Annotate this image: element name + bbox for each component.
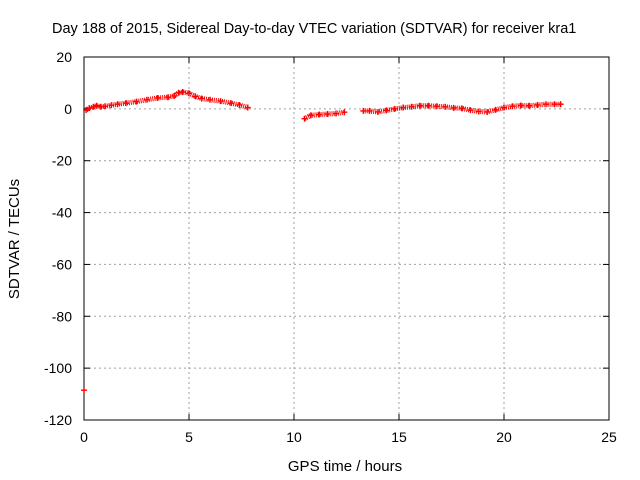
data-point (417, 102, 423, 109)
data-band (84, 89, 249, 113)
x-tick-label: 15 (391, 429, 407, 445)
y-tick-label: 20 (56, 49, 72, 65)
y-tick-label: -100 (44, 360, 72, 376)
x-tick-label: 20 (496, 429, 512, 445)
y-tick-label: -80 (52, 308, 72, 324)
plot-border (83, 56, 610, 421)
x-tick-label: 25 (601, 429, 617, 445)
x-tick-label: 5 (185, 429, 193, 445)
data-point (123, 100, 129, 107)
data-point (228, 100, 234, 107)
data-point (81, 387, 87, 394)
y-tick-label: -40 (52, 205, 72, 221)
y-tick-label: -120 (44, 412, 72, 428)
y-tick-label: -60 (52, 256, 72, 272)
data-point (459, 105, 465, 112)
data-point (557, 101, 564, 108)
data-point (425, 102, 432, 109)
y-tick-label: -20 (52, 153, 72, 169)
series-points (81, 89, 564, 394)
axis-ticks: 0 5 10 15 20 25 -120 -100 -80 -60 -40 -20 0 20 (44, 49, 617, 445)
x-axis-label: GPS time / hours (288, 458, 402, 475)
data-point (526, 102, 533, 109)
data-points (81, 89, 564, 394)
plot-frame (83, 56, 610, 421)
data-point (316, 111, 323, 118)
y-tick-label: 0 (64, 101, 72, 117)
x-tick-label: 10 (286, 429, 302, 445)
x-tick-label: 0 (80, 429, 88, 445)
data-point (83, 107, 90, 114)
grid (84, 57, 609, 420)
y-axis-label: SDTVAR / TECUs (6, 179, 23, 299)
chart-title: Day 188 of 2015, Sidereal Day-to-day VTE… (52, 21, 576, 37)
